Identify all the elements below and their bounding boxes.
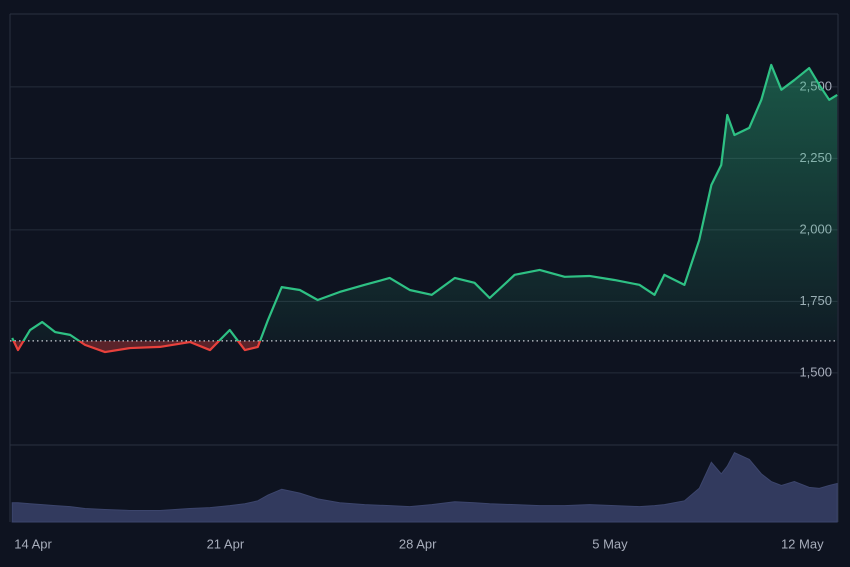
x-tick-label: 28 Apr: [399, 536, 437, 551]
y-tick-label: 1,500: [799, 364, 832, 379]
x-tick-label: 14 Apr: [14, 536, 52, 551]
price-area: [12, 64, 838, 353]
x-tick-label: 12 May: [781, 536, 824, 551]
x-tick-label: 21 Apr: [207, 536, 245, 551]
x-tick-label: 5 May: [592, 536, 628, 551]
price-line: [11, 63, 838, 354]
volume-area: [11, 452, 838, 523]
